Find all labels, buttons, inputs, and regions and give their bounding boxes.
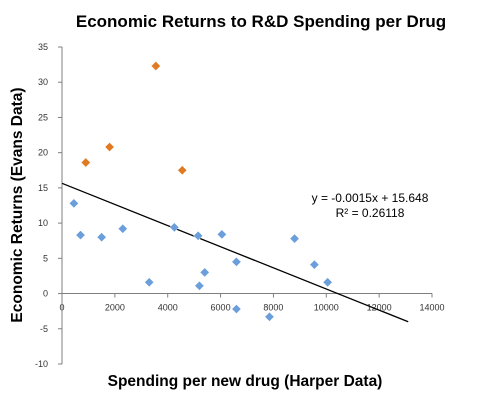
y-axis-ticks: 35 30 25 20 15 10 5 0 -5 -10 (35, 42, 62, 369)
y-tick-label: -5 (40, 324, 48, 334)
x-tick-label: 4000 (158, 303, 178, 313)
data-point (150, 61, 161, 71)
x-axis-label: Spending per new drug (Harper Data) (108, 373, 383, 390)
y-tick-label: 15 (38, 183, 48, 193)
data-point (193, 230, 204, 241)
y-tick-label: 10 (38, 218, 48, 228)
data-point (309, 259, 320, 270)
data-point (117, 223, 128, 234)
x-tick-label: 12000 (367, 303, 392, 313)
data-point (194, 280, 205, 291)
data-point (177, 165, 188, 176)
y-axis-label: Economic Returns (Evans Data) (9, 87, 26, 322)
y-tick-label: -10 (35, 359, 48, 369)
data-point (68, 198, 79, 209)
data-point (216, 229, 227, 240)
data-point (231, 304, 242, 315)
data-point (289, 233, 300, 244)
data-point (322, 277, 333, 288)
data-point (199, 267, 210, 278)
x-tick-label: 2000 (105, 303, 125, 313)
chart-title: Economic Returns to R&D Spending per Dru… (76, 12, 446, 31)
data-point (231, 256, 242, 267)
y-tick-label: 0 (43, 289, 48, 299)
trendline-equation: y = -0.0015x + 15.648 (312, 191, 429, 205)
data-point (104, 142, 115, 152)
data-points (68, 61, 333, 322)
data-point (80, 157, 91, 168)
x-tick-label: 6000 (211, 303, 231, 313)
y-tick-label: 30 (38, 77, 48, 87)
trendline (61, 182, 409, 323)
x-tick-label: 14000 (419, 303, 444, 313)
x-tick-label: 10000 (314, 303, 339, 313)
y-tick-label: 20 (38, 148, 48, 158)
data-point (96, 232, 107, 243)
data-point (75, 230, 86, 241)
trendline-r-squared: R² = 0.26118 (336, 206, 405, 220)
data-point (144, 277, 155, 288)
data-point (169, 222, 180, 233)
y-tick-label: 25 (38, 112, 48, 122)
x-tick-label: 8000 (263, 303, 283, 313)
data-point (264, 311, 275, 322)
y-tick-label: 35 (38, 42, 48, 52)
y-tick-label: 5 (43, 253, 48, 263)
